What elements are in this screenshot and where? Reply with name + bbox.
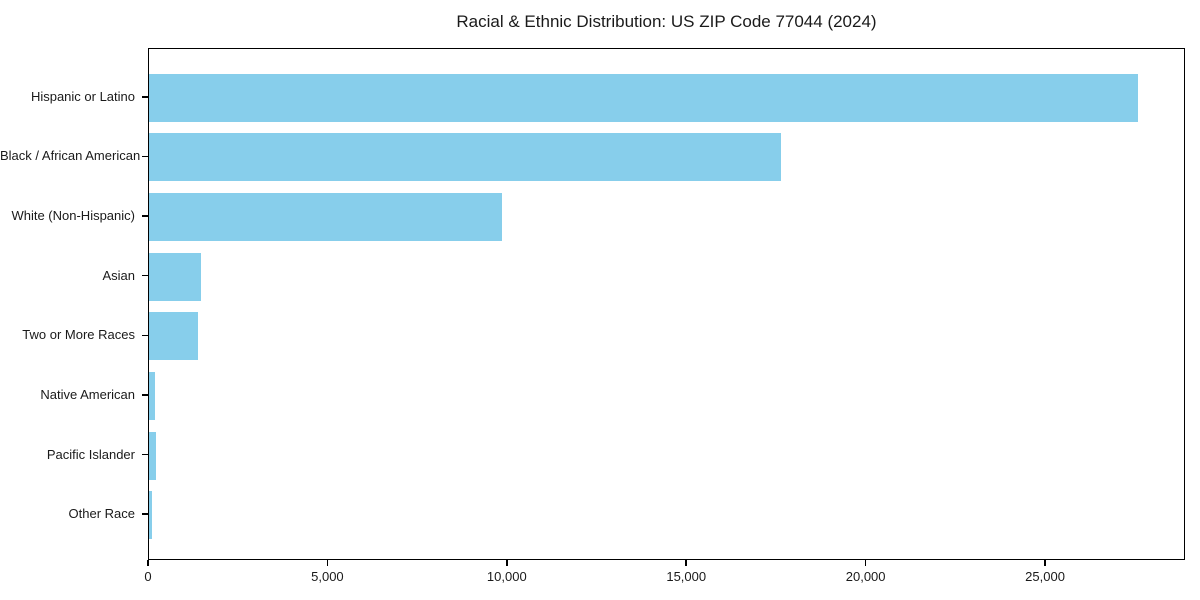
x-tick-mark bbox=[326, 560, 329, 566]
x-tick-label: 5,000 bbox=[311, 569, 344, 584]
bar-black-african-american bbox=[149, 133, 781, 182]
y-tick-mark bbox=[142, 334, 148, 337]
x-tick-mark bbox=[1044, 560, 1046, 566]
chart-title: Racial & Ethnic Distribution: US ZIP Cod… bbox=[456, 12, 877, 31]
x-tick-label: 20,000 bbox=[845, 569, 886, 584]
y-label-two-or-more-races: Two or More Races bbox=[22, 327, 135, 343]
y-tick-mark bbox=[142, 513, 148, 515]
y-tick-mark bbox=[142, 453, 148, 456]
y-tick-mark bbox=[142, 155, 148, 158]
y-label-hispanic-or-latino: Hispanic or Latino bbox=[30, 88, 135, 104]
x-tick-label: 25,000 bbox=[1025, 569, 1065, 584]
y-label-pacific-islander: Pacific Islander bbox=[46, 446, 135, 462]
bar-other-race bbox=[149, 491, 152, 540]
x-tick-mark bbox=[506, 560, 508, 566]
x-tick-label: 10,000 bbox=[486, 569, 527, 584]
bar-white-non-hispanic bbox=[149, 193, 503, 242]
bar-native-american bbox=[149, 371, 156, 420]
y-label-black-african-american: Black / African American bbox=[0, 148, 141, 164]
y-tick-mark bbox=[142, 274, 148, 277]
y-label-other-race: Other Race bbox=[68, 506, 135, 522]
y-tick-mark bbox=[142, 96, 148, 98]
x-tick-mark bbox=[864, 560, 867, 566]
bar-hispanic-or-latino bbox=[149, 73, 1138, 122]
y-tick-mark bbox=[142, 215, 148, 217]
x-tick-label: 15,000 bbox=[666, 569, 707, 584]
y-label-native-american: Native American bbox=[40, 386, 135, 402]
y-label-white-non-hispanic: White (Non-Hispanic) bbox=[11, 208, 135, 224]
x-tick-mark bbox=[147, 560, 149, 566]
x-tick-label: 0 bbox=[144, 569, 152, 584]
y-label-asian: Asian bbox=[102, 267, 135, 283]
y-tick-mark bbox=[142, 394, 148, 396]
bar-two-or-more-races bbox=[149, 312, 199, 361]
bar-pacific-islander bbox=[149, 431, 156, 480]
x-tick-mark bbox=[685, 560, 687, 566]
plot-area bbox=[148, 48, 1185, 560]
bar-asian bbox=[149, 252, 202, 301]
